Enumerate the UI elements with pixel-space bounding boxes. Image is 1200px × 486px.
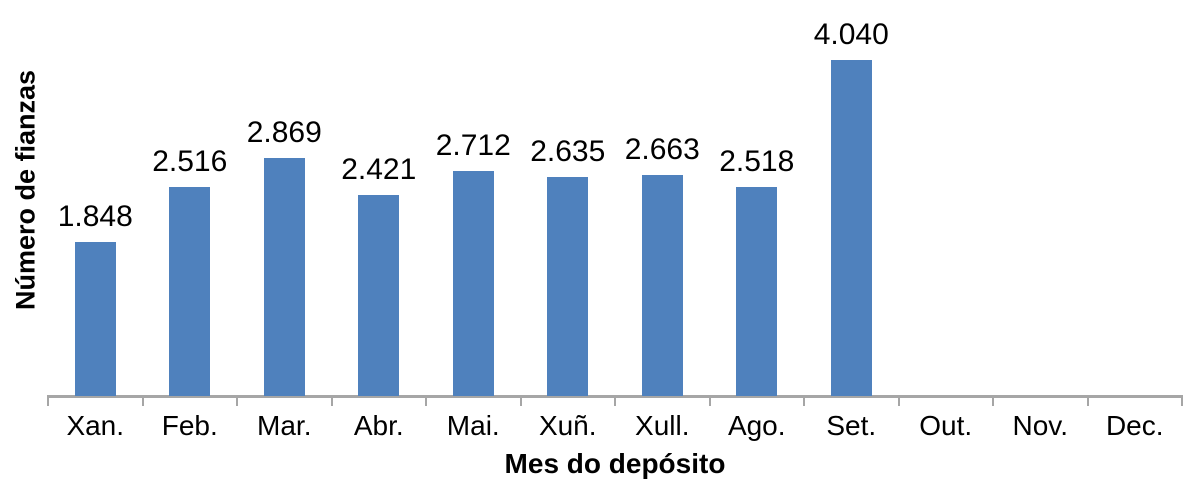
bar-value-label: 2.663: [624, 132, 700, 166]
bar: [547, 177, 589, 396]
bar-value-label: 2.712: [435, 128, 511, 162]
bar-value-label: 2.516: [152, 144, 228, 178]
bar-value-label: 2.421: [341, 152, 417, 186]
y-axis-title: Número de fianzas: [10, 69, 41, 311]
x-axis-tick: [897, 395, 900, 406]
bar: [641, 174, 683, 396]
x-axis-tick: [992, 395, 994, 406]
x-axis-tick: [519, 395, 522, 406]
bar: [169, 186, 211, 396]
x-axis-tick: [425, 395, 427, 406]
bar: [358, 194, 400, 396]
x-axis-tick: [47, 395, 49, 406]
x-axis-title: Mes do depósito: [504, 448, 726, 479]
bar: [452, 170, 494, 396]
bar-value-label: 2.635: [530, 135, 606, 169]
bar: [74, 242, 116, 396]
x-tick-label: Set.: [826, 410, 877, 441]
x-tick-label: Ago.: [727, 410, 786, 441]
x-axis-tick: [708, 395, 711, 406]
x-axis-tick: [803, 395, 805, 406]
bar-value-label: 2.518: [719, 144, 795, 178]
x-tick-label: Abr.: [353, 410, 404, 441]
x-tick-label: Xuñ.: [538, 410, 597, 441]
x-tick-label: Nov.: [1012, 410, 1069, 441]
x-axis-tick: [1181, 395, 1183, 406]
x-tick-label: Dec.: [1105, 410, 1164, 441]
x-axis-tick: [614, 395, 616, 406]
x-tick-label: Out.: [919, 410, 973, 441]
bar-value-label: 4.040: [813, 18, 889, 52]
x-axis-tick: [236, 395, 238, 406]
bar-value-label: 2.869: [246, 115, 322, 149]
bar: [263, 157, 305, 396]
bar-value-label: 1.848: [57, 200, 133, 234]
x-tick-label: Mar.: [257, 410, 312, 441]
bar: [830, 60, 872, 396]
x-tick-label: Mai.: [446, 410, 500, 441]
x-axis-tick: [1086, 395, 1089, 406]
x-axis-tick: [330, 395, 333, 406]
x-tick-label: Feb.: [161, 410, 218, 441]
x-tick-label: Xan.: [66, 410, 125, 441]
bar: [736, 186, 778, 396]
x-tick-label: Xull.: [635, 410, 690, 441]
x-axis-tick: [141, 395, 144, 406]
